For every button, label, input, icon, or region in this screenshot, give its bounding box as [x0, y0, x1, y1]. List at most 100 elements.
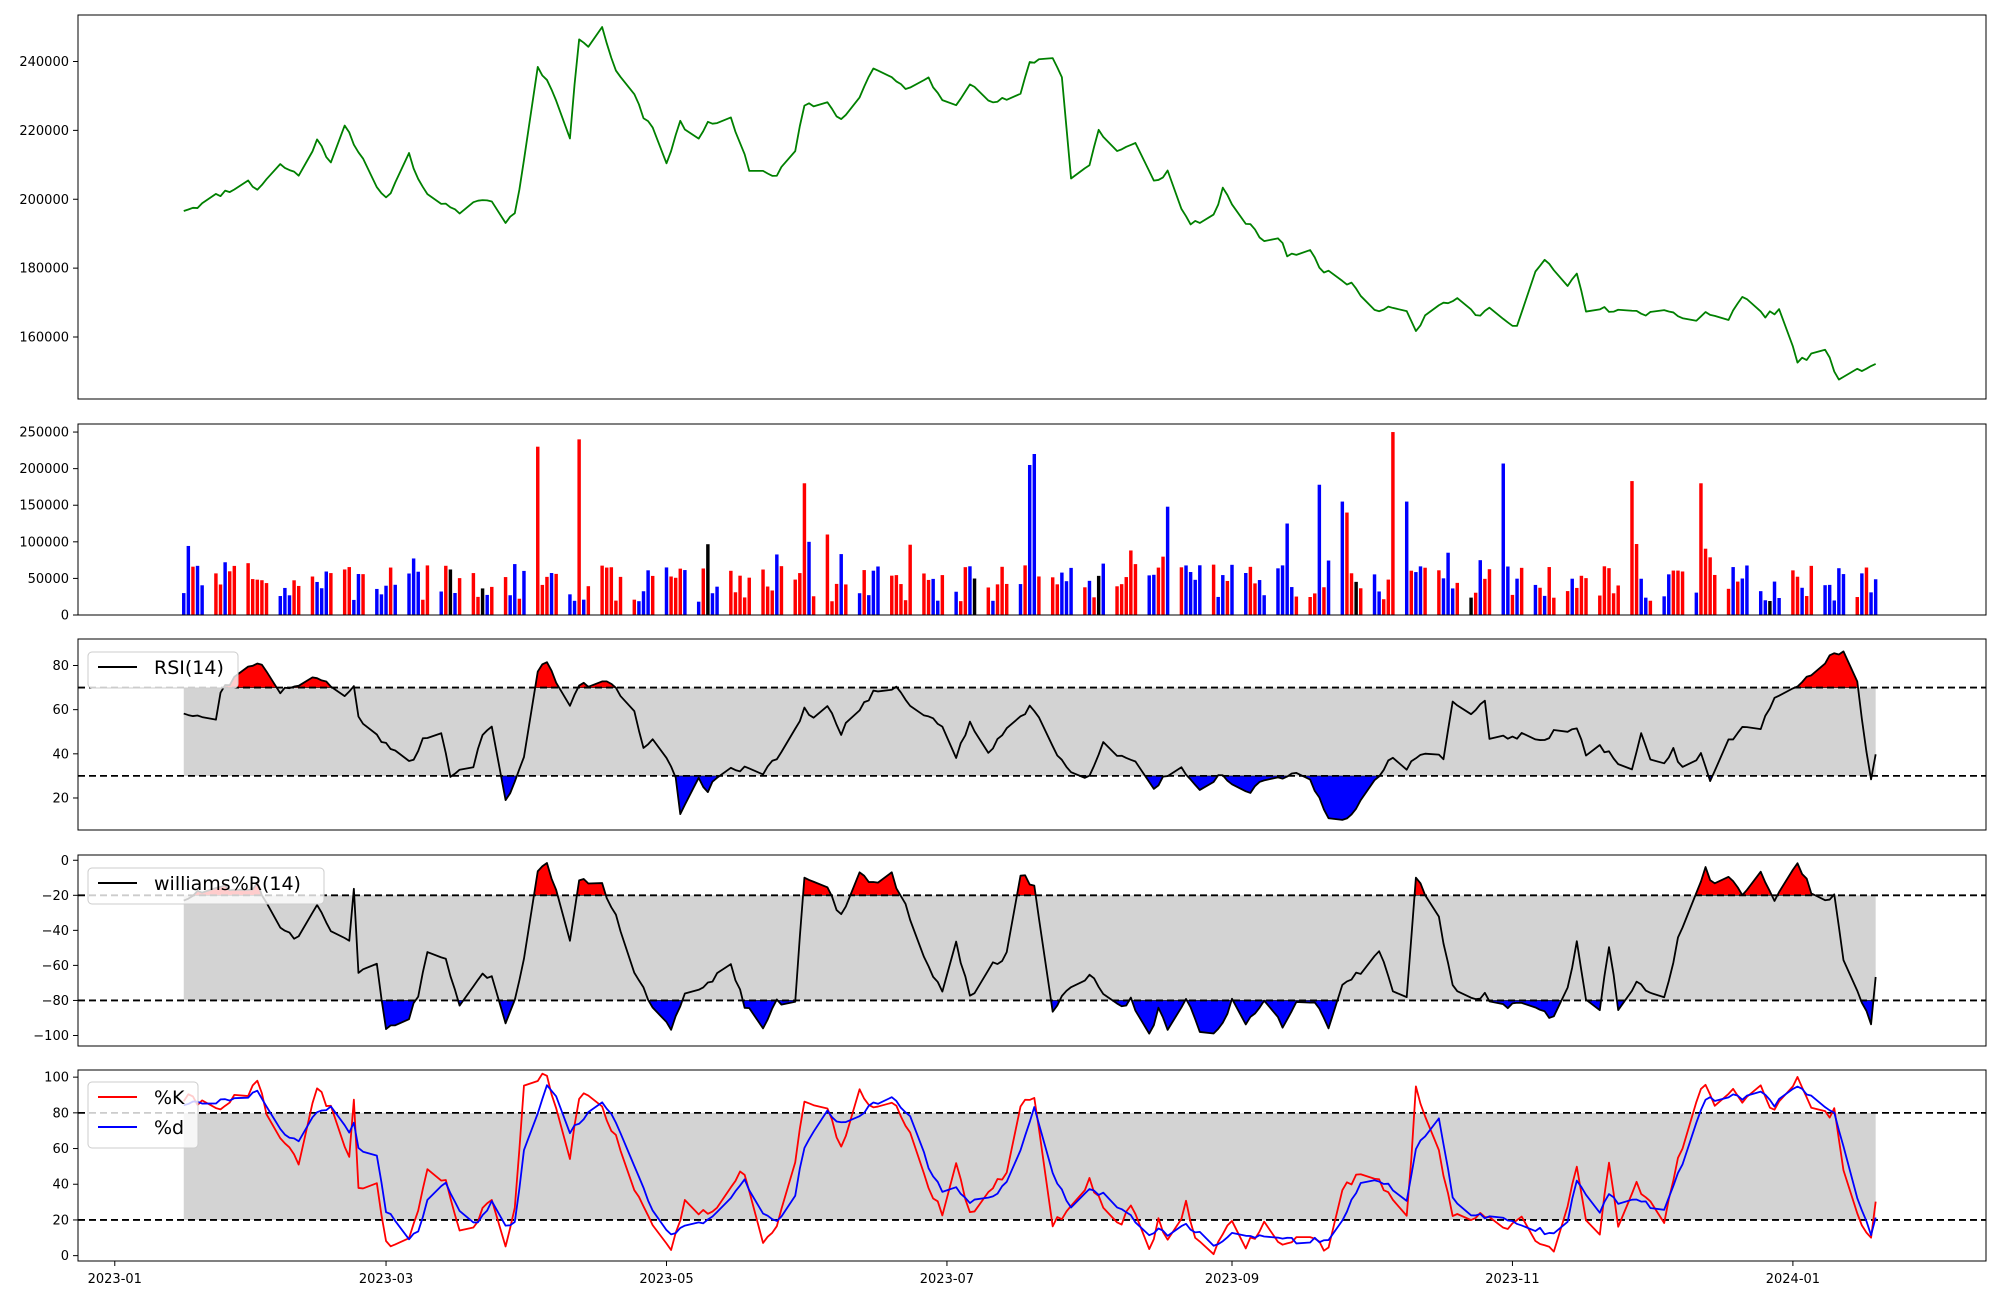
stochastic-ytick-label: 20 — [52, 1213, 69, 1228]
volume-bar — [862, 570, 866, 615]
volume-bar — [1248, 566, 1253, 615]
volume-bar — [1441, 578, 1446, 615]
volume-bar — [894, 575, 899, 615]
volume-bar — [522, 570, 526, 615]
volume-bar — [1506, 566, 1510, 615]
volume-bar — [1579, 575, 1584, 615]
volume-bar — [954, 591, 958, 615]
volume-bar — [1667, 574, 1671, 615]
volume-bar — [283, 587, 287, 615]
rsi-line — [183, 650, 1877, 821]
volume-bar — [959, 601, 963, 615]
volume-bar — [733, 592, 738, 615]
volume-bar — [324, 571, 328, 615]
volume-bar — [876, 566, 880, 615]
volume-bar — [614, 600, 618, 615]
volume-bar — [1317, 484, 1322, 615]
volume-bar — [1064, 581, 1069, 615]
volume-bar — [1377, 591, 1381, 615]
williams-ytick-label: −40 — [42, 924, 69, 939]
volume-bar — [1050, 577, 1055, 615]
volume-bar — [1257, 580, 1262, 615]
x-tick-label: 2023-11 — [1485, 1272, 1539, 1287]
volume-bar — [1313, 593, 1317, 615]
volume-bar — [811, 596, 816, 615]
volume-bar — [480, 588, 485, 615]
rsi-ytick-label: 60 — [52, 703, 69, 718]
volume-bar — [839, 554, 843, 615]
volume-bar — [228, 571, 232, 615]
volume-bar — [1115, 586, 1119, 615]
volume-bar — [260, 580, 264, 615]
volume-bar — [1381, 599, 1386, 615]
volume-bar — [903, 600, 908, 615]
volume-bar — [1823, 585, 1827, 615]
volume-bar — [761, 569, 765, 615]
price-line — [183, 26, 1877, 381]
volume-bar — [1060, 572, 1064, 615]
volume-bar — [1611, 593, 1616, 615]
stochastic-ytick-label: 0 — [61, 1249, 69, 1264]
volume-bar — [701, 568, 705, 615]
volume-bar — [1423, 567, 1427, 615]
volume-bar — [1349, 573, 1354, 615]
volume-bar — [1763, 600, 1768, 615]
price-ytick-label: 240000 — [19, 55, 69, 70]
volume-bar — [439, 591, 443, 615]
volume-bar — [1156, 567, 1161, 615]
volume-bar — [1713, 574, 1717, 615]
volume-bar — [609, 567, 614, 615]
volume-ytick-label: 100000 — [19, 535, 69, 550]
volume-bar — [186, 545, 191, 615]
volume-bar — [347, 567, 351, 615]
volume-bar — [940, 575, 945, 615]
williams-panel: −100 −80 −60 −40 −20 0 williams%R(14) — [33, 854, 1987, 1047]
volume-bar — [1648, 600, 1653, 615]
volume-bar — [908, 544, 912, 615]
volume-bar — [1552, 597, 1556, 615]
volume-bar — [1703, 548, 1708, 615]
volume-bar — [775, 554, 779, 615]
rsi-panel: 20 40 60 80 RSI(14) — [52, 638, 1987, 831]
price-ytick-label: 200000 — [19, 193, 69, 208]
volume-bar — [223, 562, 227, 615]
volume-bar — [793, 579, 797, 615]
volume-bar — [568, 594, 572, 615]
volume-bar — [871, 570, 876, 615]
volume-bar — [715, 586, 719, 615]
volume-bar — [1418, 566, 1423, 615]
volume-bar — [1565, 591, 1570, 615]
volume-bar — [683, 570, 687, 615]
volume-bar — [600, 565, 604, 615]
x-tick-label: 2024-01 — [1766, 1272, 1820, 1287]
volume-ytick-label: 150000 — [19, 499, 69, 514]
williams-neutral-band — [183, 895, 1876, 1001]
stochastic-panel-frame — [77, 1069, 1987, 1262]
volume-bar — [1409, 570, 1414, 615]
volume-bar — [1791, 570, 1795, 615]
volume-bar — [1694, 592, 1699, 615]
volume-bar — [922, 573, 926, 615]
volume-bar — [310, 576, 315, 615]
volume-bar — [1758, 591, 1763, 615]
volume-bar — [1575, 587, 1579, 615]
volume-bar — [926, 579, 931, 615]
rsi-ytick-label: 40 — [52, 747, 69, 762]
volume-panel: 0 50000 100000 150000 200000 250000 — [19, 423, 1987, 624]
volume-ytick-label: 0 — [61, 609, 69, 624]
volume-ytick-label: 250000 — [19, 426, 69, 441]
volume-bar — [1280, 565, 1285, 615]
williams-panel-frame — [77, 854, 1987, 1047]
williams-ytick-label: −100 — [33, 1029, 69, 1044]
volume-bar — [444, 565, 448, 615]
volume-bar — [1809, 565, 1814, 615]
x-tick-label: 2023-07 — [920, 1272, 974, 1287]
volume-bar — [1639, 578, 1643, 615]
volume-bar — [379, 594, 384, 615]
volume-bar — [191, 566, 195, 615]
rsi-panel-frame — [77, 638, 1987, 831]
volume-bar — [1676, 570, 1680, 615]
volume-bar — [605, 567, 609, 615]
volume-bar — [1372, 574, 1377, 615]
volume-bar — [857, 593, 862, 615]
